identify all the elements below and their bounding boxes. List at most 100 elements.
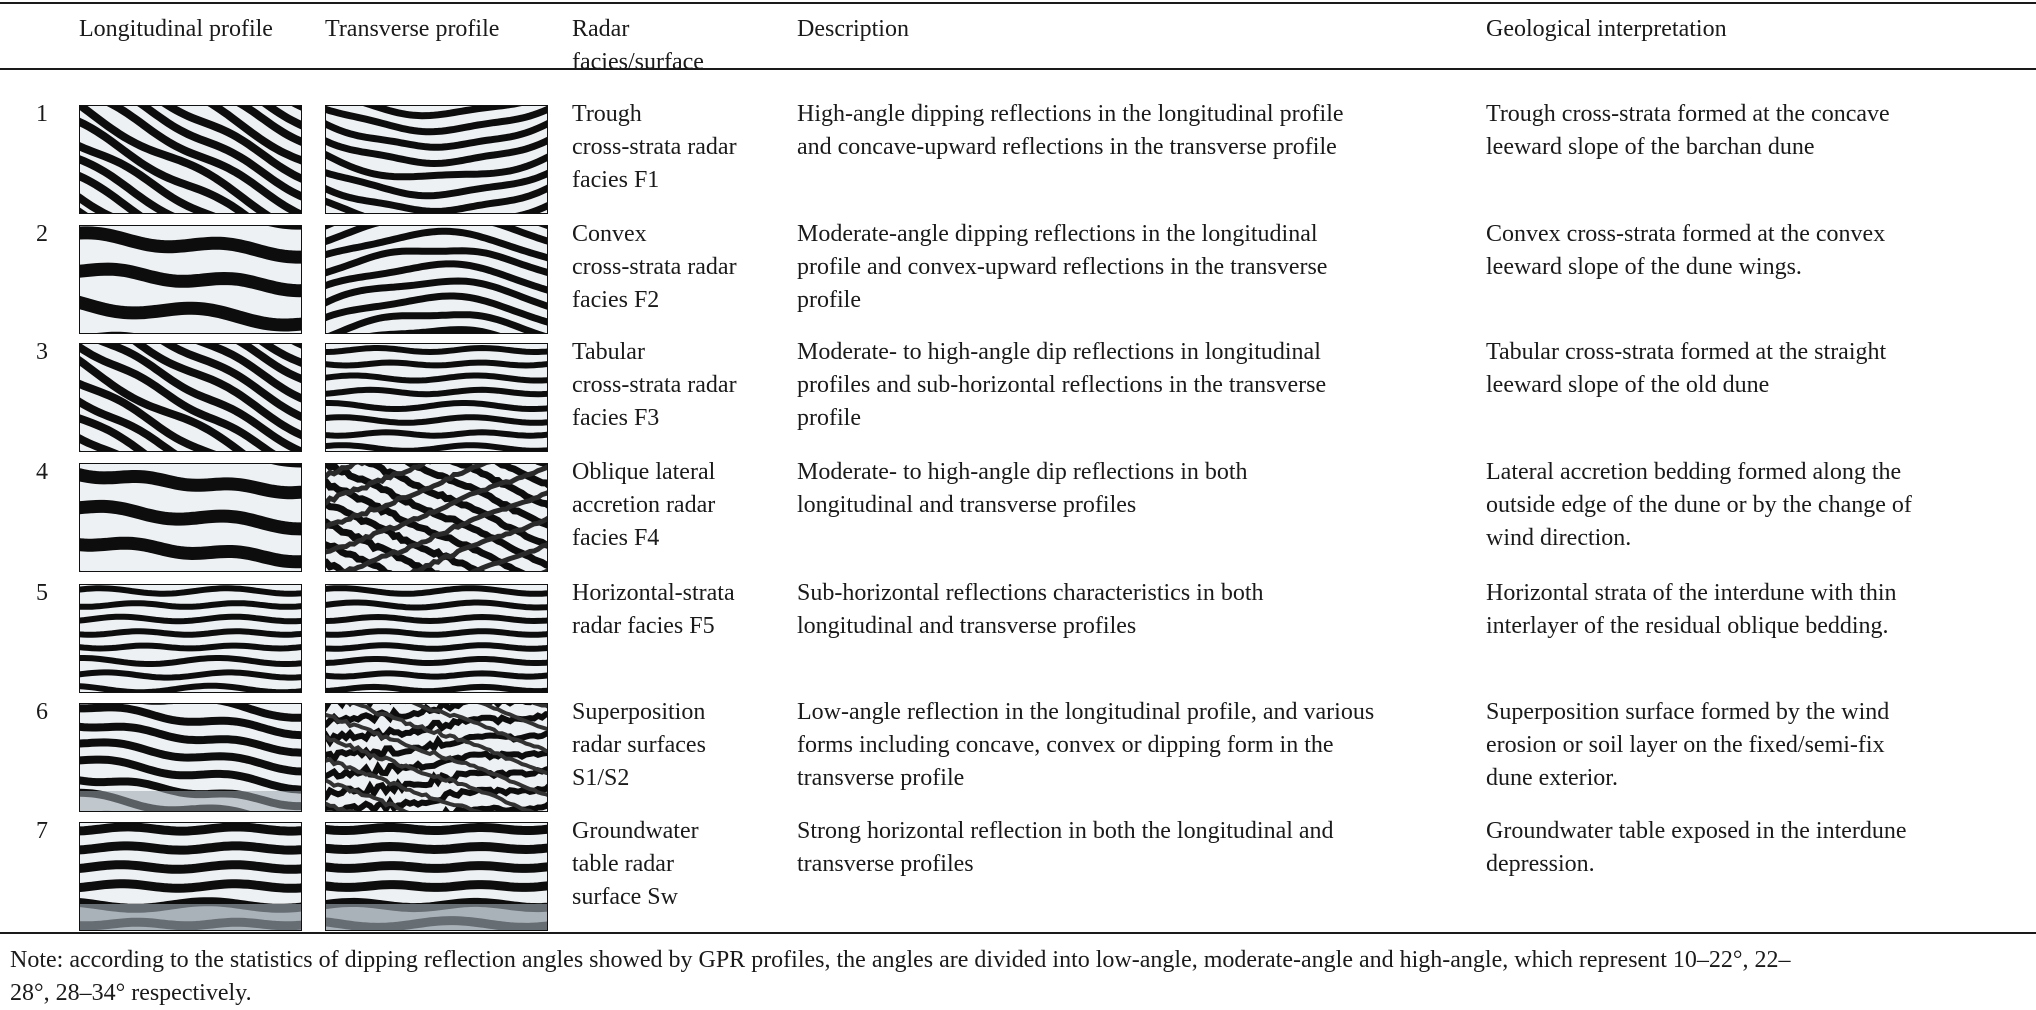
radar-facies-cell-line: cross-strata radar <box>572 372 737 398</box>
row-number: 7 <box>36 818 48 844</box>
description-cell-line: Strong horizontal reflection in both the… <box>797 818 1334 844</box>
geological-interpretation-cell-line: leeward slope of the barchan dune <box>1486 134 1815 160</box>
geological-interpretation-cell-line: Trough cross-strata formed at the concav… <box>1486 101 1890 127</box>
radar-facies-cell-line: Superposition <box>572 699 706 725</box>
transverse-profile-image <box>325 822 548 931</box>
description-cell: Moderate-angle dipping reflections in th… <box>797 218 1327 317</box>
description-cell-line: profile <box>797 405 861 431</box>
radar-facies-cell-line: Tabular <box>572 339 645 365</box>
radar-facies-cell-line: accretion radar <box>572 492 716 518</box>
longitudinal-profile-image <box>79 463 302 572</box>
description-cell: Sub-horizontal reflections characteristi… <box>797 577 1264 643</box>
longitudinal-profile-image <box>79 822 302 931</box>
description-cell-line: profile and convex-upward reflections in… <box>797 254 1328 280</box>
description-cell-line: longitudinal and transverse profiles <box>797 613 1137 639</box>
radar-facies-cell-line: cross-strata radar <box>572 134 737 160</box>
header-transverse-profile: Transverse profile <box>325 16 500 42</box>
description-cell-line: transverse profile <box>797 765 965 791</box>
description-cell-line: longitudinal and transverse profiles <box>797 492 1137 518</box>
radar-facies-cell: Groundwater table radar surface Sw <box>572 815 699 914</box>
geological-interpretation-cell: Convex cross-strata formed at the convex… <box>1486 218 1885 284</box>
radar-facies-cell-line: table radar <box>572 851 674 877</box>
transverse-profile-image <box>325 105 548 214</box>
geological-interpretation-cell: Superposition surface formed by the wind… <box>1486 696 1889 795</box>
radar-facies-cell-line: facies F2 <box>572 287 660 313</box>
radar-facies-cell-line: facies F4 <box>572 525 660 551</box>
radar-facies-cell-line: facies F3 <box>572 405 660 431</box>
longitudinal-profile-image <box>79 105 302 214</box>
geological-interpretation-cell-line: Superposition surface formed by the wind <box>1486 699 1890 725</box>
description-cell-line: transverse profiles <box>797 851 974 877</box>
longitudinal-profile-image <box>79 225 302 334</box>
transverse-profile-image <box>325 343 548 452</box>
geological-interpretation-cell-line: leeward slope of the old dune <box>1486 372 1770 398</box>
header-description: Description <box>797 16 909 42</box>
transverse-profile-image <box>325 703 548 812</box>
description-cell-line: Low-angle reflection in the longitudinal… <box>797 699 1375 725</box>
description-cell-line: Moderate-angle dipping reflections in th… <box>797 221 1318 247</box>
radar-facies-cell: Superposition radar surfaces S1/S2 <box>572 696 706 795</box>
geological-interpretation-cell-line: Groundwater table exposed in the interdu… <box>1486 818 1907 844</box>
table-top-rule <box>0 2 2036 4</box>
radar-facies-cell: Trough cross-strata radar facies F1 <box>572 98 737 197</box>
geological-interpretation-cell-line: depression. <box>1486 851 1595 877</box>
longitudinal-profile-image <box>79 703 302 812</box>
description-cell-line: Moderate- to high-angle dip reflections … <box>797 459 1248 485</box>
description-cell-line: Sub-horizontal reflections characteristi… <box>797 580 1264 606</box>
longitudinal-profile-image <box>79 343 302 452</box>
geological-interpretation-cell-line: outside edge of the dune or by the chang… <box>1486 492 1912 518</box>
geological-interpretation-cell: Lateral accretion bedding formed along t… <box>1486 456 1912 555</box>
geological-interpretation-cell: Horizontal strata of the interdune with … <box>1486 577 1897 643</box>
row-number: 2 <box>36 221 48 247</box>
description-cell-line: and concave-upward reflections in the tr… <box>797 134 1337 160</box>
geological-interpretation-cell-line: Convex cross-strata formed at the convex <box>1486 221 1886 247</box>
row-number: 3 <box>36 339 48 365</box>
radar-facies-cell: Tabular cross-strata radar facies F3 <box>572 336 737 435</box>
geological-interpretation-cell: Trough cross-strata formed at the concav… <box>1486 98 1890 164</box>
description-cell-line: Moderate- to high-angle dip reflections … <box>797 339 1321 365</box>
description-cell-line: profiles and sub-horizontal reflections … <box>797 372 1327 398</box>
geological-interpretation-cell-line: Horizontal strata of the interdune with … <box>1486 580 1897 606</box>
table-note: Note: according to the statistics of dip… <box>10 947 1791 1006</box>
description-cell: Strong horizontal reflection in both the… <box>797 815 1334 881</box>
radar-facies-cell-line: cross-strata radar <box>572 254 737 280</box>
transverse-profile-image <box>325 225 548 334</box>
geological-interpretation-cell-line: wind direction. <box>1486 525 1632 551</box>
geological-interpretation-cell-line: leeward slope of the dune wings. <box>1486 254 1802 280</box>
radar-facies-cell-line: facies F1 <box>572 167 660 193</box>
geological-interpretation-cell-line: Tabular cross-strata formed at the strai… <box>1486 339 1887 365</box>
radar-facies-cell-line: radar facies F5 <box>572 613 715 639</box>
description-cell-line: profile <box>797 287 861 313</box>
radar-facies-cell-line: S1/S2 <box>572 765 630 791</box>
geological-interpretation-cell-line: Lateral accretion bedding formed along t… <box>1486 459 1902 485</box>
description-cell: High-angle dipping reflections in the lo… <box>797 98 1344 164</box>
radar-facies-cell-line: Oblique lateral <box>572 459 716 485</box>
row-number: 4 <box>36 459 48 485</box>
geological-interpretation-cell-line: interlayer of the residual oblique beddi… <box>1486 613 1889 639</box>
geological-interpretation-cell: Tabular cross-strata formed at the strai… <box>1486 336 1886 402</box>
table-bottom-rule <box>0 932 2036 934</box>
row-number: 5 <box>36 580 48 606</box>
radar-facies-cell-line: Groundwater <box>572 818 699 844</box>
geological-interpretation-cell-line: dune exterior. <box>1486 765 1618 791</box>
radar-facies-cell-line: radar surfaces <box>572 732 706 758</box>
radar-facies-cell: Horizontal-strata radar facies F5 <box>572 577 735 643</box>
description-cell: Moderate- to high-angle dip reflections … <box>797 336 1326 435</box>
row-number: 6 <box>36 699 48 725</box>
radar-facies-cell-line: surface Sw <box>572 884 678 910</box>
row-number: 1 <box>36 101 48 127</box>
header-bottom-rule <box>0 68 2036 70</box>
radar-facies-cell: Convex cross-strata radar facies F2 <box>572 218 737 317</box>
description-cell: Moderate- to high-angle dip reflections … <box>797 456 1248 522</box>
longitudinal-profile-image <box>79 584 302 693</box>
description-cell-line: High-angle dipping reflections in the lo… <box>797 101 1344 127</box>
radar-facies-cell: Oblique lateral accretion radar facies F4 <box>572 456 715 555</box>
geological-interpretation-cell-line: erosion or soil layer on the fixed/semi-… <box>1486 732 1885 758</box>
header-geological-interpretation: Geological interpretation <box>1486 16 1727 42</box>
description-cell-line: forms including concave, convex or dippi… <box>797 732 1334 758</box>
geological-interpretation-cell: Groundwater table exposed in the interdu… <box>1486 815 1907 881</box>
radar-facies-cell-line: Trough <box>572 101 642 127</box>
transverse-profile-image <box>325 463 548 572</box>
header-longitudinal-profile: Longitudinal profile <box>79 16 273 42</box>
radar-facies-cell-line: Convex <box>572 221 647 247</box>
